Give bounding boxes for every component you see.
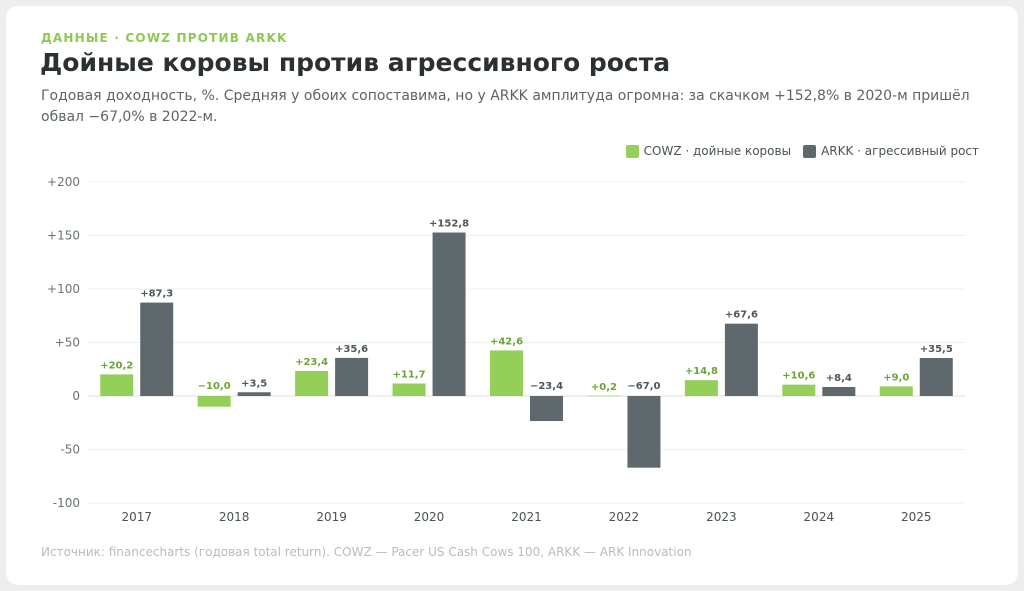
data-label-cowz: +14,8 xyxy=(685,366,718,377)
y-tick-label: -100 xyxy=(53,496,80,510)
x-tick-label: 2021 xyxy=(511,510,542,524)
bar-arkk xyxy=(724,323,758,396)
data-label-cowz: +11,7 xyxy=(393,369,426,380)
legend-label-cowz: COWZ · дойные коровы xyxy=(643,144,792,158)
bar-arkk xyxy=(335,357,369,396)
y-tick-label: +150 xyxy=(47,229,80,243)
x-tick-label: 2022 xyxy=(609,510,640,524)
data-label-cowz: +20,2 xyxy=(100,360,133,371)
bar-arkk xyxy=(627,396,661,468)
data-label-arkk: −67,0 xyxy=(627,381,660,392)
x-tick-label: 2017 xyxy=(121,510,152,524)
x-tick-label: 2020 xyxy=(414,510,445,524)
data-label-cowz: +10,6 xyxy=(782,371,815,382)
bar-cowz xyxy=(782,384,816,396)
data-label-cowz: −10,0 xyxy=(198,381,231,392)
x-tick-label: 2024 xyxy=(804,510,835,524)
data-label-arkk: +152,8 xyxy=(429,219,469,230)
y-tick-label: +100 xyxy=(47,282,80,296)
bar-arkk xyxy=(140,302,174,396)
legend-swatch-cowz xyxy=(625,144,639,158)
bar-arkk xyxy=(432,232,466,396)
y-tick-label: 0 xyxy=(72,389,80,403)
bar-cowz xyxy=(684,380,718,396)
y-tick-label: -50 xyxy=(60,443,80,457)
legend: COWZ · дойные коровы ARKK · агрессивный … xyxy=(614,144,979,158)
x-tick-label: 2018 xyxy=(219,510,250,524)
chart-card xyxy=(6,6,1018,585)
bar-cowz xyxy=(295,370,329,396)
data-label-arkk: +8,4 xyxy=(826,373,852,384)
bar-arkk xyxy=(822,387,856,396)
chart-title: Дойные коровы против агрессивного роста xyxy=(40,48,671,77)
y-tick-label: +200 xyxy=(47,175,80,189)
bar-cowz xyxy=(392,383,426,396)
bar-arkk xyxy=(237,392,271,396)
data-label-arkk: −23,4 xyxy=(530,381,563,392)
data-label-arkk: +87,3 xyxy=(140,289,173,300)
data-label-cowz: +23,4 xyxy=(295,357,328,368)
data-label-cowz: +9,0 xyxy=(883,372,909,383)
legend-swatch-arkk xyxy=(803,144,817,158)
x-tick-label: 2019 xyxy=(316,510,347,524)
data-label-cowz: +42,6 xyxy=(490,336,523,347)
chart-subtitle: Годовая доходность, %. Средняя у обоих с… xyxy=(41,88,970,125)
x-tick-label: 2025 xyxy=(901,510,932,524)
eyebrow-label: ДАННЫЕ · COWZ ПРОТИВ ARKK xyxy=(41,31,288,45)
legend-item-cowz: COWZ · дойные коровы xyxy=(625,144,792,158)
bar-arkk xyxy=(530,396,563,422)
legend-label-arkk: ARKK · агрессивный рост xyxy=(821,144,979,158)
data-label-arkk: +35,6 xyxy=(335,344,368,355)
data-label-arkk: +35,5 xyxy=(920,344,953,355)
x-tick-label: 2023 xyxy=(706,510,737,524)
bar-cowz xyxy=(100,374,134,396)
bar-cowz xyxy=(879,386,913,396)
bar-arkk xyxy=(919,358,953,396)
data-label-cowz: +0,2 xyxy=(591,382,617,393)
data-label-arkk: +67,6 xyxy=(725,310,758,321)
bar-cowz xyxy=(587,395,621,397)
legend-item-arkk: ARKK · агрессивный рост xyxy=(803,144,979,158)
source-note: Источник: financecharts (годовая total r… xyxy=(41,545,692,559)
bar-cowz xyxy=(197,396,231,407)
bar-cowz xyxy=(490,350,523,396)
y-tick-label: +50 xyxy=(55,336,80,350)
data-label-arkk: +3,5 xyxy=(241,378,267,389)
